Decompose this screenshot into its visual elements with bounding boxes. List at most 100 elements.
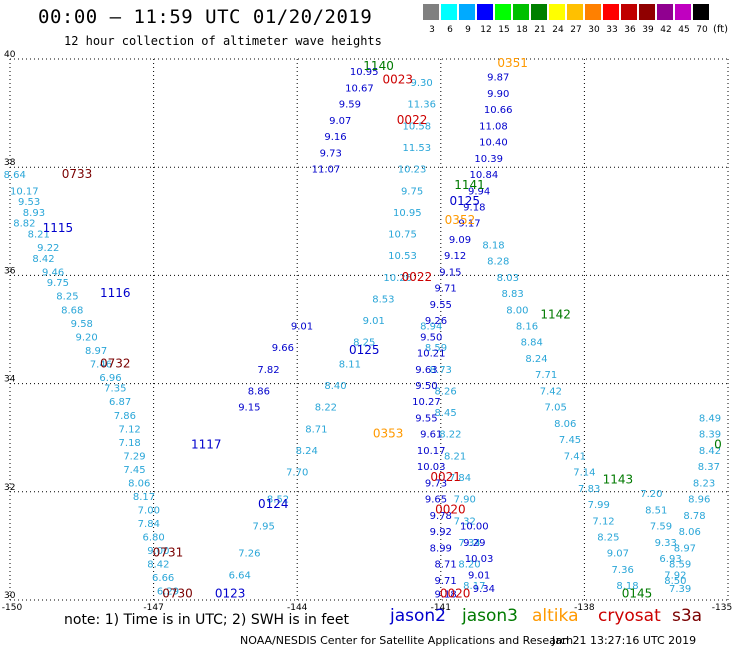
legend-swatch [549, 4, 565, 20]
plot-marks: 8.6410.179.538.938.828.219.228.429.469.7… [4, 56, 722, 600]
x-tick-label: -150 [2, 603, 23, 613]
pass-time-label: 0730 [162, 586, 193, 600]
wave-height-value: 8.82 [13, 219, 35, 230]
wave-height-value: 11.53 [403, 143, 432, 154]
y-tick-label: 40 [4, 50, 16, 60]
legend-swatch [657, 4, 673, 20]
wave-height-value: 10.21 [417, 349, 446, 360]
wave-height-value: 7.84 [138, 519, 160, 530]
wave-height-value: 10.66 [484, 105, 513, 116]
wave-height-value: 10.53 [388, 251, 417, 262]
wave-height-value: 9.30 [411, 78, 433, 89]
wave-height-value: 8.28 [487, 257, 509, 268]
wave-height-value: 8.03 [497, 273, 519, 284]
wave-height-value: 8.23 [693, 478, 715, 489]
x-tick-label: -147 [143, 603, 163, 613]
satellite-name-jason3: jason3 [462, 606, 518, 626]
wave-height-value: 10.40 [479, 138, 508, 149]
wave-height-value: 8.59 [425, 343, 447, 354]
track-altika-descending: 8.18 8.28 8.03 8.83 8.00 8.16 8.84 8.24 7.71 7.42… [482, 240, 638, 592]
wave-height-value: 9.17 [458, 219, 480, 230]
wave-height-value: 9.09 [449, 235, 471, 246]
y-tick-label: 34 [4, 375, 16, 385]
legend-swatch [477, 4, 493, 20]
wave-height-value: 8.71 [434, 560, 456, 571]
wave-height-value: 6.93 [659, 554, 681, 565]
wave-height-value: 8.21 [28, 230, 50, 241]
legend-swatch-label: 42 [660, 25, 672, 35]
wave-height-value: 9.01 [291, 322, 313, 333]
wave-height-value: 9.20 [75, 332, 97, 343]
wave-height-value: 8.94 [420, 322, 442, 333]
track-jason2-ascending-2: 11.07 9.73 9.16 9.07 9.59 10.67 10.95 [312, 67, 379, 175]
wave-height-value: 8.59 [669, 560, 691, 571]
wave-height-value: 7.12 [592, 516, 614, 527]
wave-height-value: 7.86 [114, 411, 136, 422]
legend-swatch-label: 30 [588, 25, 600, 35]
pass-time-label: 0731 [153, 546, 184, 560]
wave-height-value: 7.18 [119, 438, 141, 449]
pass-time-label: 0023 [382, 72, 413, 86]
wave-height-value: 9.46 [42, 267, 64, 278]
legend-swatch [495, 4, 511, 20]
wave-height-value: 7.20 [640, 489, 662, 500]
track-jason3-far-descending: 7.20 8.51 7.59 9.33 6.93 7.92 7.39 [640, 489, 691, 595]
pass-time-label: 0020 [435, 502, 466, 516]
wave-height-value: 8.25 [56, 292, 78, 303]
wave-height-value: 8.84 [521, 338, 543, 349]
legend-swatch [675, 4, 691, 20]
wave-height-value: 9.15 [439, 267, 461, 278]
wave-height-value: 8.22 [439, 430, 461, 441]
pass-time-label: 1142 [540, 308, 571, 322]
wave-height-value: 7.05 [545, 403, 567, 414]
plot-grid [9, 58, 729, 601]
wave-height-value: 9.53 [18, 197, 40, 208]
wave-height-value: 8.96 [688, 495, 710, 506]
legend-swatch-label: 6 [447, 25, 453, 35]
x-tick-label: -144 [287, 603, 308, 613]
wave-height-value: 8.42 [699, 446, 721, 457]
track-jason2-descending: 9.87 9.90 10.66 11.08 10.40 10.39 10.84 9.94 9.1… [412, 73, 512, 601]
pass-time-label: 0733 [62, 167, 93, 181]
wave-height-value: 8.86 [248, 386, 270, 397]
wave-height-value: 7.95 [253, 522, 275, 533]
pass-time-label: 0351 [497, 56, 528, 70]
wave-height-value: 8.93 [23, 208, 45, 219]
wave-height-value: 6.80 [142, 532, 164, 543]
legend-swatch-label: 3 [429, 25, 435, 35]
wave-height-value: 7.41 [564, 451, 586, 462]
legend-swatch-label: 12 [480, 25, 492, 35]
legend-swatch [603, 4, 619, 20]
wave-height-value: 8.40 [324, 381, 346, 392]
pass-time-label: 0145 [622, 586, 653, 600]
legend-swatch [585, 4, 601, 20]
wave-height-value: 7.92 [664, 570, 686, 581]
wave-height-value: 8.51 [645, 505, 667, 516]
wave-height-value: 7.14 [573, 468, 595, 479]
wave-height-value: 8.25 [597, 532, 619, 543]
legend-swatch [423, 4, 439, 20]
wave-height-value: 6.87 [109, 397, 131, 408]
wave-height-value: 8.37 [698, 462, 720, 473]
wave-height-value: 8.68 [61, 305, 83, 316]
wave-height-value: 8.17 [463, 581, 485, 592]
pass-time-label: 1140 [363, 59, 394, 73]
legend-swatch-label: 33 [606, 25, 618, 35]
legend-swatch-label: 36 [624, 25, 636, 35]
pass-time-label: 0125 [449, 194, 480, 208]
wave-height-value: 8.42 [32, 254, 54, 265]
wave-height-value: 9.01 [468, 570, 490, 581]
wave-height-value: 10.00 [460, 522, 489, 533]
y-tick-label: 30 [4, 591, 16, 601]
wave-height-value: 7.45 [123, 465, 145, 476]
wave-height-value: 8.39 [699, 430, 721, 441]
wave-height-value: 9.12 [444, 251, 466, 262]
wave-height-value: 8.16 [516, 322, 538, 333]
wave-height-value: 8.06 [128, 478, 150, 489]
y-tick-label: 36 [4, 266, 16, 276]
track-s3a-ascending-east: 8.50 8.59 8.97 8.06 8.78 8.96 8.23 8.37 8.42 8.39… [664, 413, 721, 586]
wave-height-value: 8.73 [430, 365, 452, 376]
wave-height-value: 9.26 [425, 316, 447, 327]
wave-height-value: 8.25 [353, 338, 375, 349]
